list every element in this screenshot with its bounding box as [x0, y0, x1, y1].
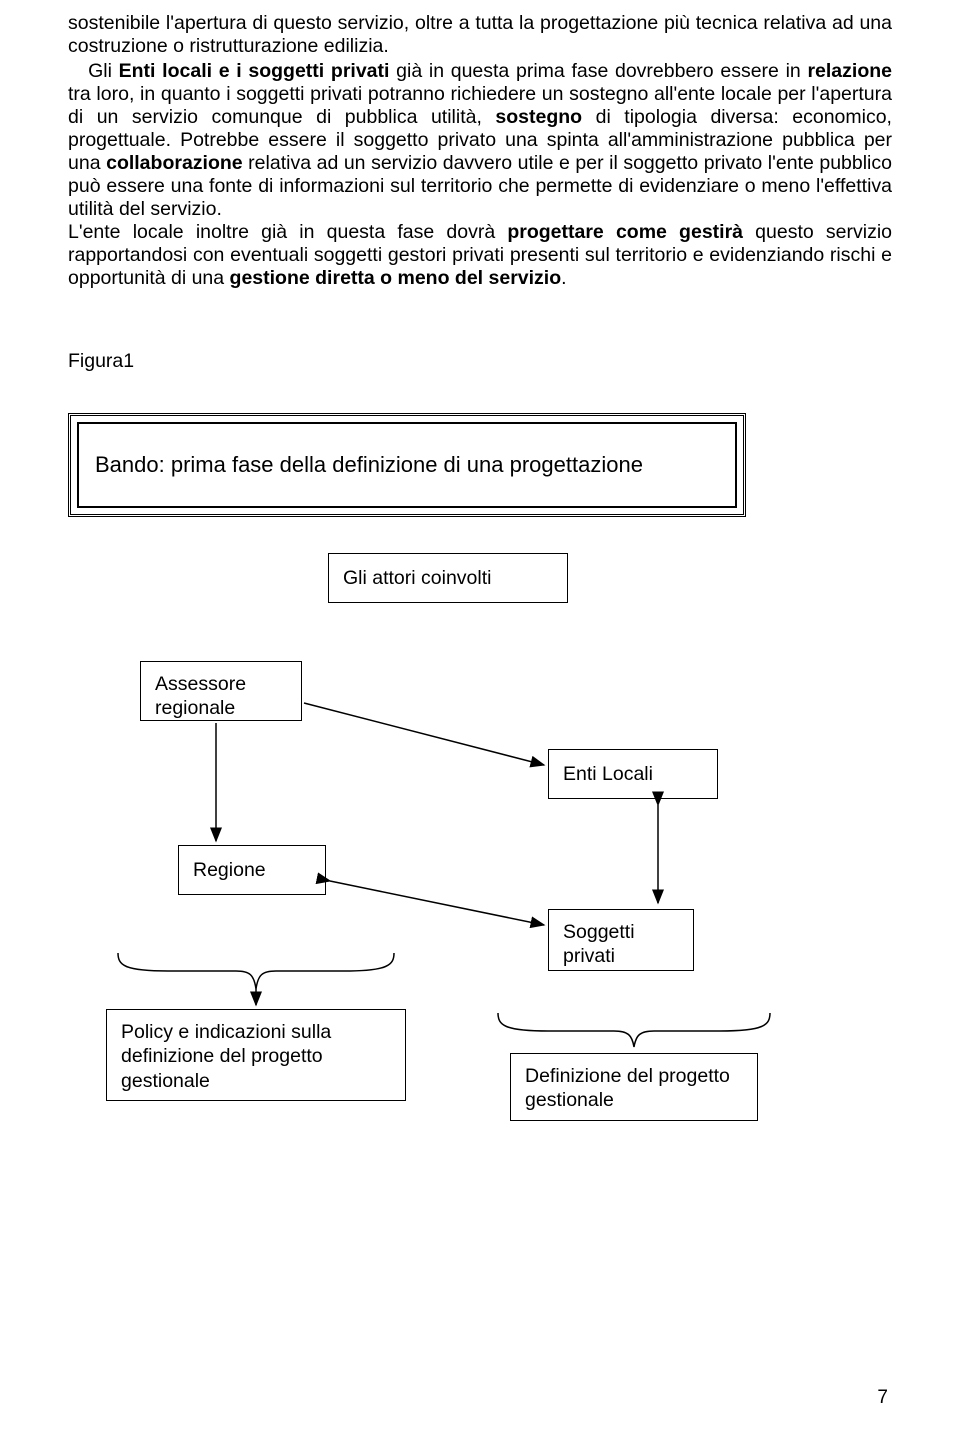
- p3-a: L'ente locale inoltre già in questa fase…: [68, 221, 507, 243]
- diagram: Bando: prima fase della definizione di u…: [68, 413, 892, 1193]
- paragraph-2: Gli Enti locali e i soggetti privati già…: [68, 60, 892, 221]
- p3-b1: progettare come gestirà: [507, 221, 743, 243]
- p1-text: sostenibile l'apertura di questo servizi…: [68, 12, 892, 57]
- p2-indent: Gli: [68, 60, 119, 82]
- figure-label: Figura1: [68, 350, 892, 373]
- p2-b2: relazione: [807, 60, 892, 82]
- paragraph-1: sostenibile l'apertura di questo servizi…: [68, 12, 892, 58]
- page: sostenibile l'apertura di questo servizi…: [0, 0, 960, 1451]
- p2-b3: sostegno: [495, 106, 582, 128]
- paragraph-3: L'ente locale inoltre già in questa fase…: [68, 221, 892, 290]
- p2-b1: Enti locali e i soggetti privati: [119, 60, 390, 82]
- page-number: 7: [877, 1387, 888, 1409]
- diagram-arrows: [68, 413, 892, 1193]
- p2-b4: collaborazione: [106, 152, 243, 174]
- p3-b2: gestione diretta o meno del servizio: [230, 267, 562, 289]
- p2-a: già in questa prima fase dovrebbero esse…: [389, 60, 807, 82]
- p3-c: .: [561, 267, 566, 289]
